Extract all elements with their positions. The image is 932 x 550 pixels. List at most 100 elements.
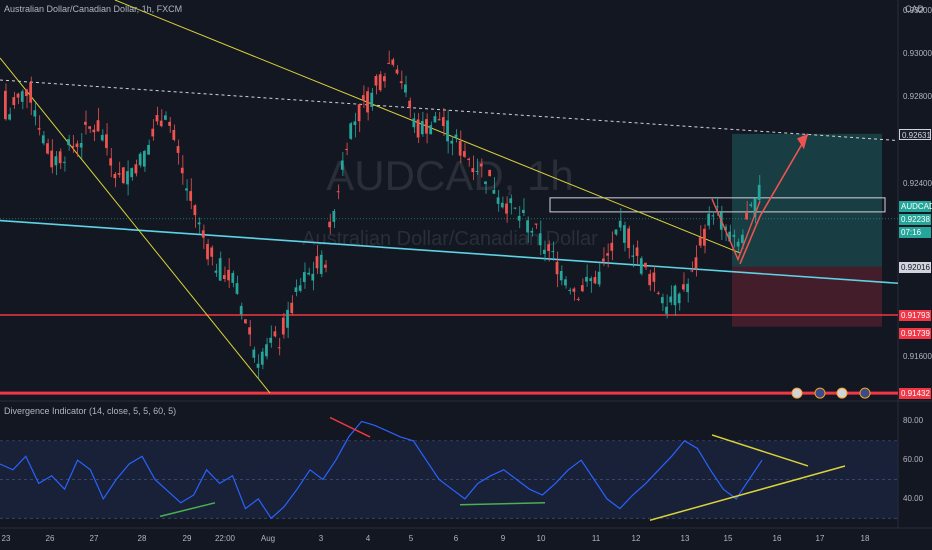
candle-body xyxy=(534,223,538,225)
indicator-band xyxy=(0,440,898,519)
event-marker xyxy=(859,387,871,399)
time-tick: 9 xyxy=(500,534,506,543)
candle-body xyxy=(75,143,79,148)
symbol-title: Australian Dollar/Canadian Dollar, 1h, F… xyxy=(4,4,183,14)
candle-body xyxy=(745,212,748,220)
candle-body xyxy=(551,251,555,253)
time-tick: 3 xyxy=(318,534,324,543)
candle-body xyxy=(29,82,33,103)
candle-body xyxy=(475,170,479,172)
price-tick: 0.92400 xyxy=(903,178,932,188)
time-tick: 5 xyxy=(408,534,414,543)
candle-body xyxy=(479,163,483,167)
candle-body xyxy=(25,89,28,97)
time-tick: 10 xyxy=(536,534,546,543)
candle-body xyxy=(180,167,184,174)
projection-path xyxy=(739,133,809,265)
time-tick: 22:00 xyxy=(214,534,236,543)
candle-body xyxy=(724,226,727,231)
candle-body xyxy=(614,229,618,235)
candle-body xyxy=(370,92,374,107)
candle-body xyxy=(454,134,458,138)
time-tick: 4 xyxy=(365,534,371,543)
candle-body xyxy=(627,228,631,249)
candle-body xyxy=(20,91,24,102)
candle-body xyxy=(749,204,753,206)
candle-body xyxy=(311,273,315,281)
indicator-tick: 60.00 xyxy=(903,455,924,465)
candle-body xyxy=(206,243,209,260)
watermark-ticker: AUDCAD, 1h xyxy=(326,152,573,199)
candle-body xyxy=(273,331,277,337)
indicator-tick: 80.00 xyxy=(903,416,924,426)
candle-body xyxy=(46,143,49,154)
candle-body xyxy=(340,160,344,170)
candle-body xyxy=(109,158,113,166)
candle-body xyxy=(336,191,340,193)
candle-body xyxy=(294,287,298,292)
candle-body xyxy=(201,230,205,238)
candle-body xyxy=(214,270,218,273)
candle-body xyxy=(8,114,11,120)
candle-body xyxy=(728,231,732,242)
time-tick: 16 xyxy=(772,534,782,543)
candle-body xyxy=(328,221,332,228)
price-tag: 0.92016 xyxy=(899,261,931,273)
candle-body xyxy=(41,135,45,144)
candle-body xyxy=(509,198,513,204)
candle-body xyxy=(79,142,83,148)
time-tick: 11 xyxy=(591,534,601,543)
candle-body xyxy=(248,327,252,335)
candle-body xyxy=(96,120,100,132)
candle-body xyxy=(530,230,534,233)
candle-body xyxy=(471,168,475,173)
candle-body xyxy=(265,344,268,357)
loss-zone xyxy=(732,266,882,327)
candle-body xyxy=(408,100,412,108)
candle-body xyxy=(159,120,163,127)
time-tick: 23 xyxy=(1,534,11,543)
event-marker xyxy=(791,387,803,399)
candle-body xyxy=(458,140,462,156)
candle-body xyxy=(660,297,664,304)
time-tick: 27 xyxy=(89,534,99,543)
candle-body xyxy=(505,203,508,214)
candle-body xyxy=(559,270,563,281)
candle-body xyxy=(555,261,559,275)
time-tick: 17 xyxy=(815,534,825,543)
candle-body xyxy=(669,296,673,303)
candle-body xyxy=(399,81,403,84)
indicator-tick: 40.00 xyxy=(903,493,924,503)
time-tick: 13 xyxy=(680,534,690,543)
candle-body xyxy=(656,292,660,294)
candle-body xyxy=(467,158,470,160)
price-tag: 0.92631 xyxy=(899,128,931,140)
candle-body xyxy=(429,125,433,135)
candle-body xyxy=(618,220,622,228)
time-tick: 26 xyxy=(45,534,55,543)
event-marker xyxy=(836,387,848,399)
currency-label: CAD xyxy=(905,4,925,14)
candle-body xyxy=(517,215,521,221)
dashed-trendline xyxy=(0,79,899,142)
price-tag: 0.91432 xyxy=(899,388,931,400)
candle-body xyxy=(580,285,584,292)
candle-body xyxy=(105,134,108,149)
candle-body xyxy=(450,140,454,144)
price-tick: 0.93200 xyxy=(903,5,932,15)
candle-body xyxy=(256,363,260,368)
time-tick: 29 xyxy=(182,534,192,543)
candle-body xyxy=(387,62,390,64)
candle-body xyxy=(576,299,580,301)
time-tick: 28 xyxy=(137,534,147,543)
candle-body xyxy=(635,247,639,256)
candle-body xyxy=(269,337,273,343)
candle-body xyxy=(736,241,740,247)
triangle-upper xyxy=(711,434,809,467)
candle-body xyxy=(244,319,247,324)
candle-body xyxy=(644,262,647,268)
candle-body xyxy=(142,150,146,167)
price-tag: 0.92238 xyxy=(899,213,931,225)
candle-body xyxy=(84,121,87,125)
